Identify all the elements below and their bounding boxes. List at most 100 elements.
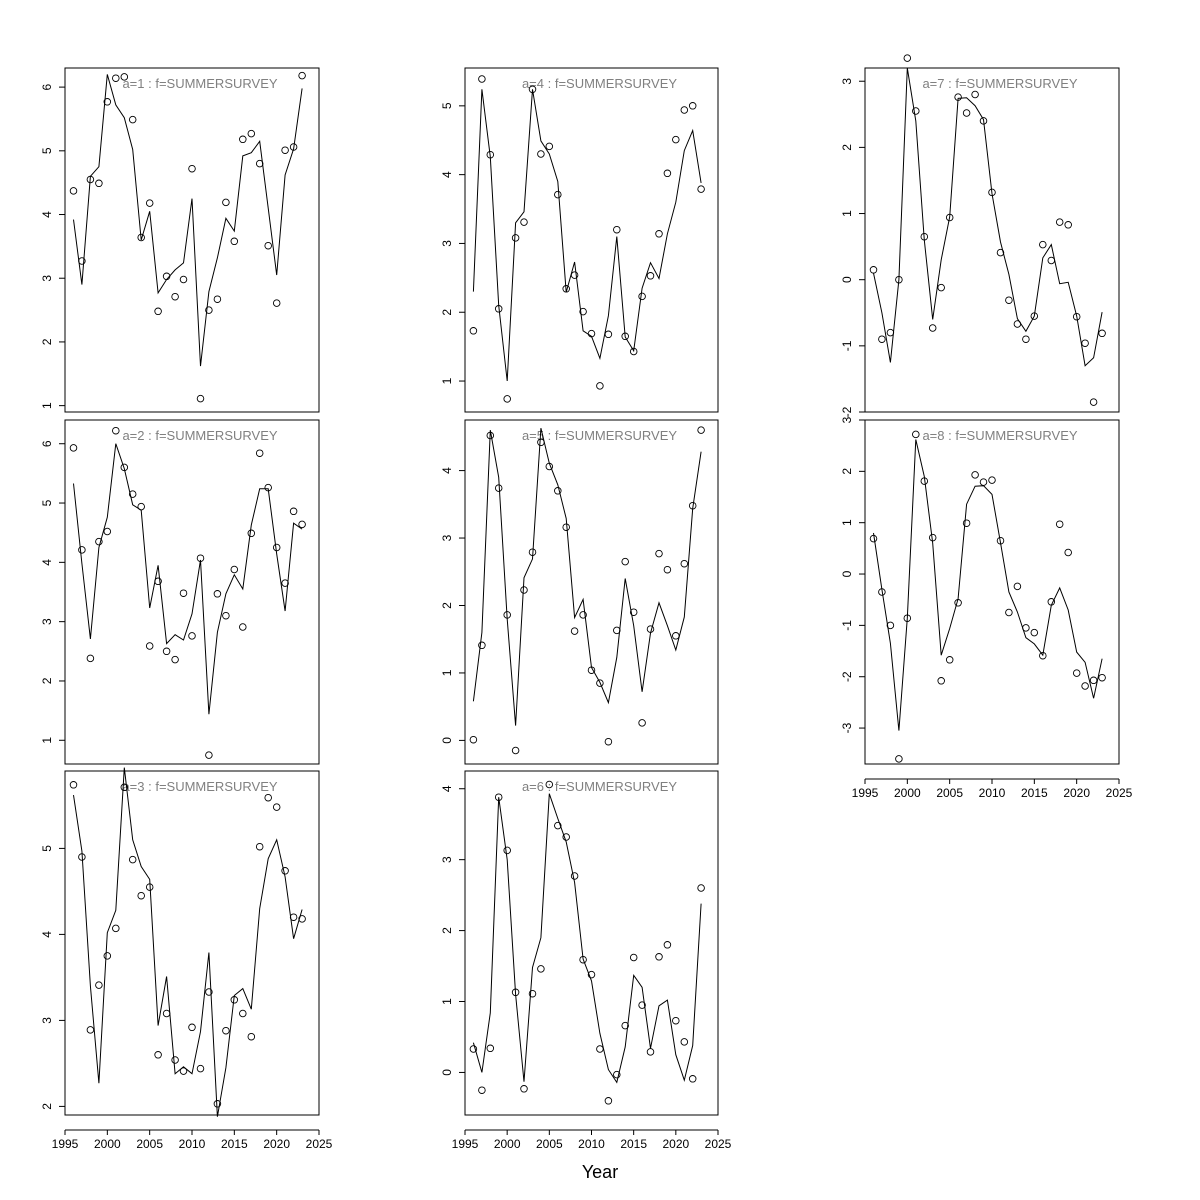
observed-point [587,970,596,979]
y-tick-label: 4 [40,931,54,938]
observed-point [95,537,103,546]
observed-point [128,855,137,864]
observed-point [469,1045,478,1053]
observed-point [1022,624,1030,632]
observed-point [289,913,298,921]
y-tick-label: 2 [840,468,854,475]
observed-point [486,1044,495,1053]
observed-point [596,679,604,687]
observed-point [69,187,78,195]
y-tick-label: 2 [40,1103,54,1110]
fit-line [873,439,1103,731]
x-axis-label: Year [582,1162,618,1182]
observed-point [196,554,205,562]
observed-point [86,1026,95,1034]
observed-point [112,74,120,82]
observed-point [272,803,281,811]
observed-point [196,394,205,403]
x-tick-label: 2025 [1106,786,1133,800]
observed-point [886,621,895,630]
observed-point [69,444,78,452]
observed-point [503,846,511,855]
panel-5: 0 1 2 3 4 a=5 : f=SUMMERSURVEY [440,419,719,765]
observed-point [646,1048,655,1056]
observed-point [281,146,289,154]
x-tick-label: 1995 [852,786,879,800]
observed-point [1030,312,1039,320]
observed-point [903,54,912,62]
x-tick-label: 2015 [620,1137,647,1151]
observed-point [222,1026,230,1035]
observed-point [1013,582,1022,591]
observed-point [655,953,663,961]
observed-point [554,821,562,830]
observed-point [145,199,154,207]
observed-point [554,190,562,199]
observed-point [570,627,579,635]
observed-point [272,299,281,307]
panel-title: a=5 : f=SUMMERSURVEY [522,428,677,443]
observed-point [154,307,162,316]
observed-point [103,98,112,106]
observed-point [239,623,247,631]
y-tick-label: -1 [840,340,854,351]
observed-point [587,666,596,674]
observed-point [511,746,520,755]
observed-point [264,793,272,802]
observed-point [920,232,929,241]
observed-point [979,117,988,125]
observed-point [570,271,579,279]
y-tick-label: 0 [840,570,854,577]
observed-point [120,783,129,792]
observed-point [1072,312,1081,321]
observed-point [247,1032,256,1041]
plot-frame [64,67,320,413]
observed-point [996,248,1005,257]
observed-point [1098,329,1106,338]
observed-point [672,1016,680,1025]
observed-point [298,71,306,80]
observed-point [239,1009,247,1018]
plot-frame [864,419,1120,765]
fit-line [472,89,702,382]
observed-point [537,150,545,158]
y-tick-label: 4 [40,559,54,566]
x-tick-label: 2000 [894,786,921,800]
observed-point [971,90,979,99]
y-tick-label: 5 [40,147,54,154]
panel-6: 0 1 2 3 4 1995 2000 2005 2010 2015 2020 2025 a=6 : f… [440,770,732,1151]
observed-point [1064,548,1072,557]
observed-point [503,611,511,619]
observed-point [655,230,663,238]
observed-point [171,292,179,301]
observed-point [494,484,503,492]
observed-point [629,608,638,616]
fit-line [472,427,702,726]
observed-point [469,327,478,335]
observed-point [511,234,520,242]
observed-point [95,981,103,989]
x-tick-label: 2000 [94,1137,121,1151]
observed-point [971,471,979,479]
observed-point [912,430,920,439]
panel-1: 1 2 3 4 5 6 a=1 : f=SUMMERSURVEY [40,67,320,413]
observed-point [528,85,537,94]
panel-title: a=1 : f=SUMMERSURVEY [122,76,277,91]
x-tick-label: 2010 [179,1137,206,1151]
x-tick-label: 2010 [979,786,1006,800]
y-tick-label: 4 [40,211,54,218]
observed-point [988,188,996,197]
y-tick-label: 3 [440,856,454,863]
observed-point [213,295,222,303]
observed-point [478,1086,486,1094]
observed-point [629,953,638,962]
panel-title: a=3 : f=SUMMERSURVEY [122,779,277,794]
plot-frame [464,419,719,765]
observed-point [1072,669,1081,677]
x-tick-label: 1995 [52,1137,79,1151]
observed-point [937,283,945,292]
y-tick-label: 1 [840,210,854,217]
y-tick-label: -2 [840,406,854,417]
observed-point [188,632,196,640]
observed-point [688,501,697,510]
